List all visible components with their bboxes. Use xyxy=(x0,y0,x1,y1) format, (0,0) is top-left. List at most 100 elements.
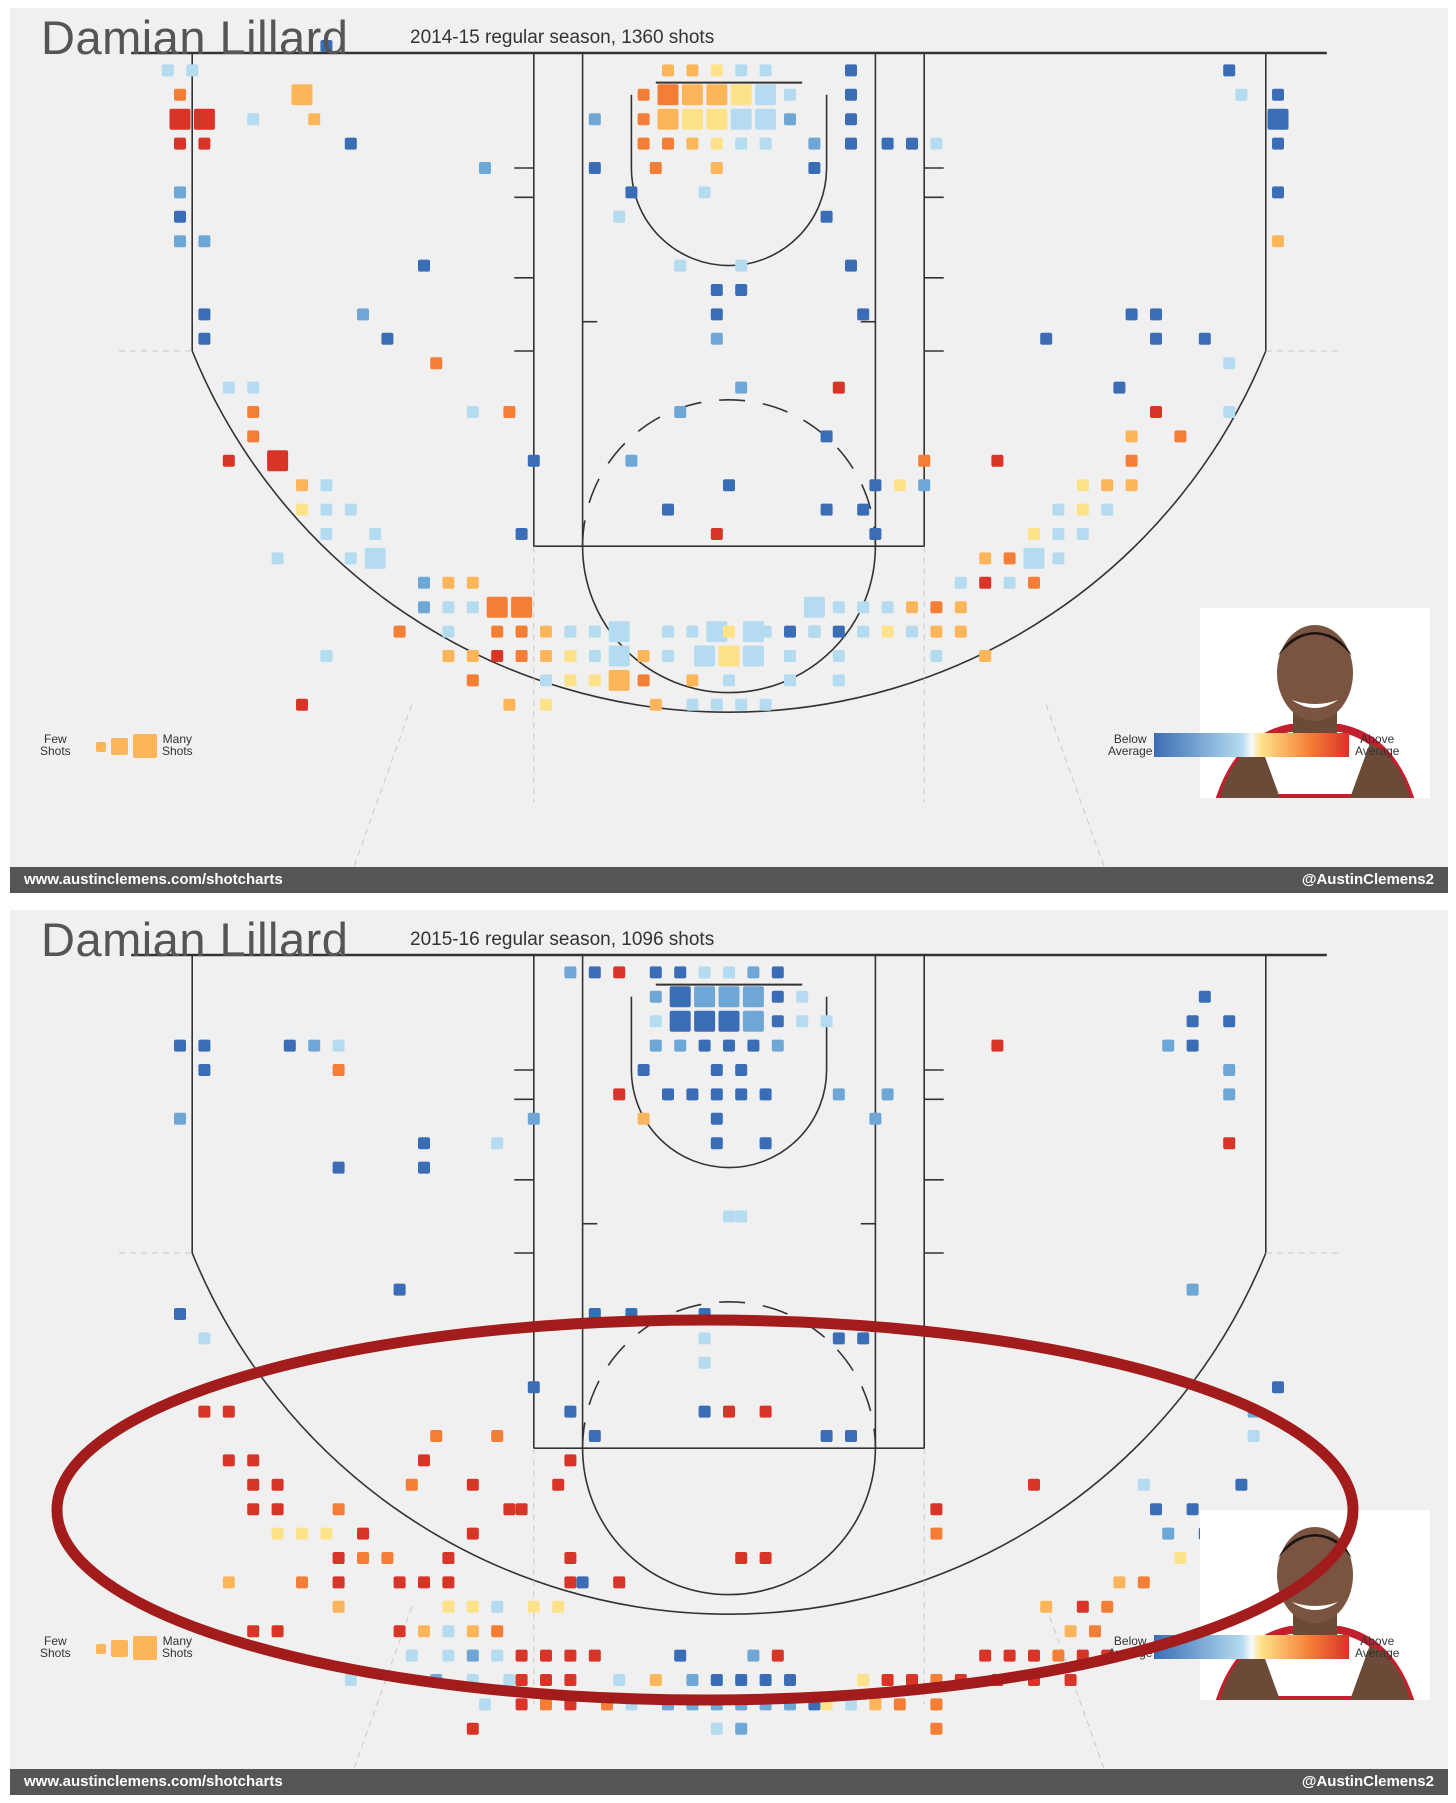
shot-cell xyxy=(1052,1649,1065,1662)
shot-cell xyxy=(759,1088,772,1101)
shot-cell xyxy=(681,84,703,106)
shot-cell xyxy=(1076,1600,1089,1613)
player-name: Damian Lillard xyxy=(41,11,349,64)
site-url[interactable]: www.austinclemens.com/shotcharts xyxy=(24,871,283,888)
shot-cell xyxy=(686,1698,699,1711)
shot-cell xyxy=(657,108,679,130)
shot-cell xyxy=(296,503,308,516)
shot-cell xyxy=(755,84,777,106)
shot-cell xyxy=(540,674,552,687)
shot-cell xyxy=(1174,1552,1187,1564)
shot-cell xyxy=(991,1039,1004,1052)
shot-cell xyxy=(169,108,191,130)
shot-cell xyxy=(857,1332,870,1345)
shot-cell xyxy=(491,650,504,662)
shot-cell xyxy=(247,430,260,443)
shot-cell xyxy=(669,1010,691,1032)
shot-cell xyxy=(820,430,833,443)
shot-cell xyxy=(174,235,186,248)
shot-cell xyxy=(686,625,699,638)
shot-cell xyxy=(466,1674,479,1686)
shot-cell xyxy=(637,88,650,101)
shot-cell xyxy=(247,406,260,418)
shot-cell xyxy=(1052,528,1065,540)
shot-chart-panel-2: Damian Lillard 2015-16 regular season, 1… xyxy=(10,910,1448,1795)
shot-cell xyxy=(198,1039,211,1052)
shot-cell xyxy=(662,64,674,77)
shot-cell xyxy=(291,84,313,106)
court-lines xyxy=(131,953,1327,1615)
shot-cell xyxy=(625,1308,638,1320)
shot-cell xyxy=(418,1161,430,1174)
shot-cell xyxy=(1028,528,1040,540)
shot-cell xyxy=(267,450,289,472)
shot-cell xyxy=(296,1576,308,1589)
shot-cell xyxy=(222,381,235,394)
shot-cell xyxy=(613,1576,626,1589)
shot-cell xyxy=(222,1454,235,1467)
shot-cell xyxy=(735,284,748,296)
shot-cell xyxy=(991,454,1004,467)
shot-cell xyxy=(771,1039,784,1052)
shot-cell xyxy=(784,1698,796,1711)
site-url[interactable]: www.austinclemens.com/shotcharts xyxy=(24,1773,283,1790)
shot-cell xyxy=(1186,1015,1199,1028)
shot-cell xyxy=(1223,406,1236,418)
shot-cell xyxy=(706,108,728,130)
shot-cell xyxy=(271,1625,284,1638)
shot-cell xyxy=(1028,576,1040,589)
shot-cell xyxy=(381,1552,394,1564)
shot-cell xyxy=(710,698,723,711)
shot-cell xyxy=(954,1674,967,1686)
shot-cell xyxy=(296,479,308,492)
shot-cell xyxy=(491,1137,504,1150)
shot-cell xyxy=(540,698,552,711)
shot-cell xyxy=(784,650,796,662)
shot-cell xyxy=(540,1674,552,1686)
shot-cell xyxy=(1040,332,1053,345)
shot-chart-panel-1: Damian Lillard 2014-15 regular season, 1… xyxy=(10,8,1448,893)
shot-cell xyxy=(637,1064,650,1076)
shot-cell xyxy=(755,108,777,130)
twitter-handle[interactable]: @AustinClemens2 xyxy=(1301,1773,1434,1790)
shot-cell xyxy=(613,1088,626,1101)
shot-cell xyxy=(418,259,430,272)
shot-cell xyxy=(881,625,894,638)
shot-cell xyxy=(442,1649,455,1662)
shot-cell xyxy=(723,674,735,687)
shot-cell xyxy=(1040,1600,1053,1613)
legend-many-label: Many Shots xyxy=(162,1634,193,1660)
shot-cell xyxy=(552,1478,565,1491)
shot-cell xyxy=(1089,1625,1101,1638)
shot-cell xyxy=(491,1600,504,1613)
shot-cell xyxy=(515,1503,528,1516)
shot-cell xyxy=(1223,1137,1236,1150)
shot-cell xyxy=(710,1088,723,1101)
shot-cell xyxy=(491,1625,504,1638)
shot-cell xyxy=(247,113,260,126)
shot-cell xyxy=(637,113,650,126)
shot-cell xyxy=(430,357,443,370)
shot-cell xyxy=(1162,1527,1175,1540)
shot-cell xyxy=(247,381,260,394)
shot-cell xyxy=(662,1088,674,1101)
shot-cell xyxy=(247,1478,260,1491)
twitter-handle[interactable]: @AustinClemens2 xyxy=(1301,871,1434,888)
shot-cell xyxy=(332,1576,345,1589)
shot-cell xyxy=(686,674,699,687)
shot-cell xyxy=(357,1527,369,1540)
shot-cell xyxy=(710,1064,723,1076)
shot-cell xyxy=(527,454,540,467)
shot-cell xyxy=(759,698,772,711)
footer-bar: www.austinclemens.com/shotcharts @Austin… xyxy=(10,867,1448,893)
court-diagram xyxy=(119,40,1339,876)
legend-below-label: Below Average xyxy=(1108,732,1153,758)
shot-cell xyxy=(1267,108,1289,130)
shot-cell xyxy=(479,162,491,174)
shot-cell xyxy=(344,503,357,516)
shot-cell xyxy=(735,1088,748,1101)
legend-few-label: Few Shots xyxy=(40,732,71,758)
shot-cell xyxy=(486,596,508,618)
shot-cell xyxy=(759,1405,772,1418)
shot-cell xyxy=(771,990,784,1003)
